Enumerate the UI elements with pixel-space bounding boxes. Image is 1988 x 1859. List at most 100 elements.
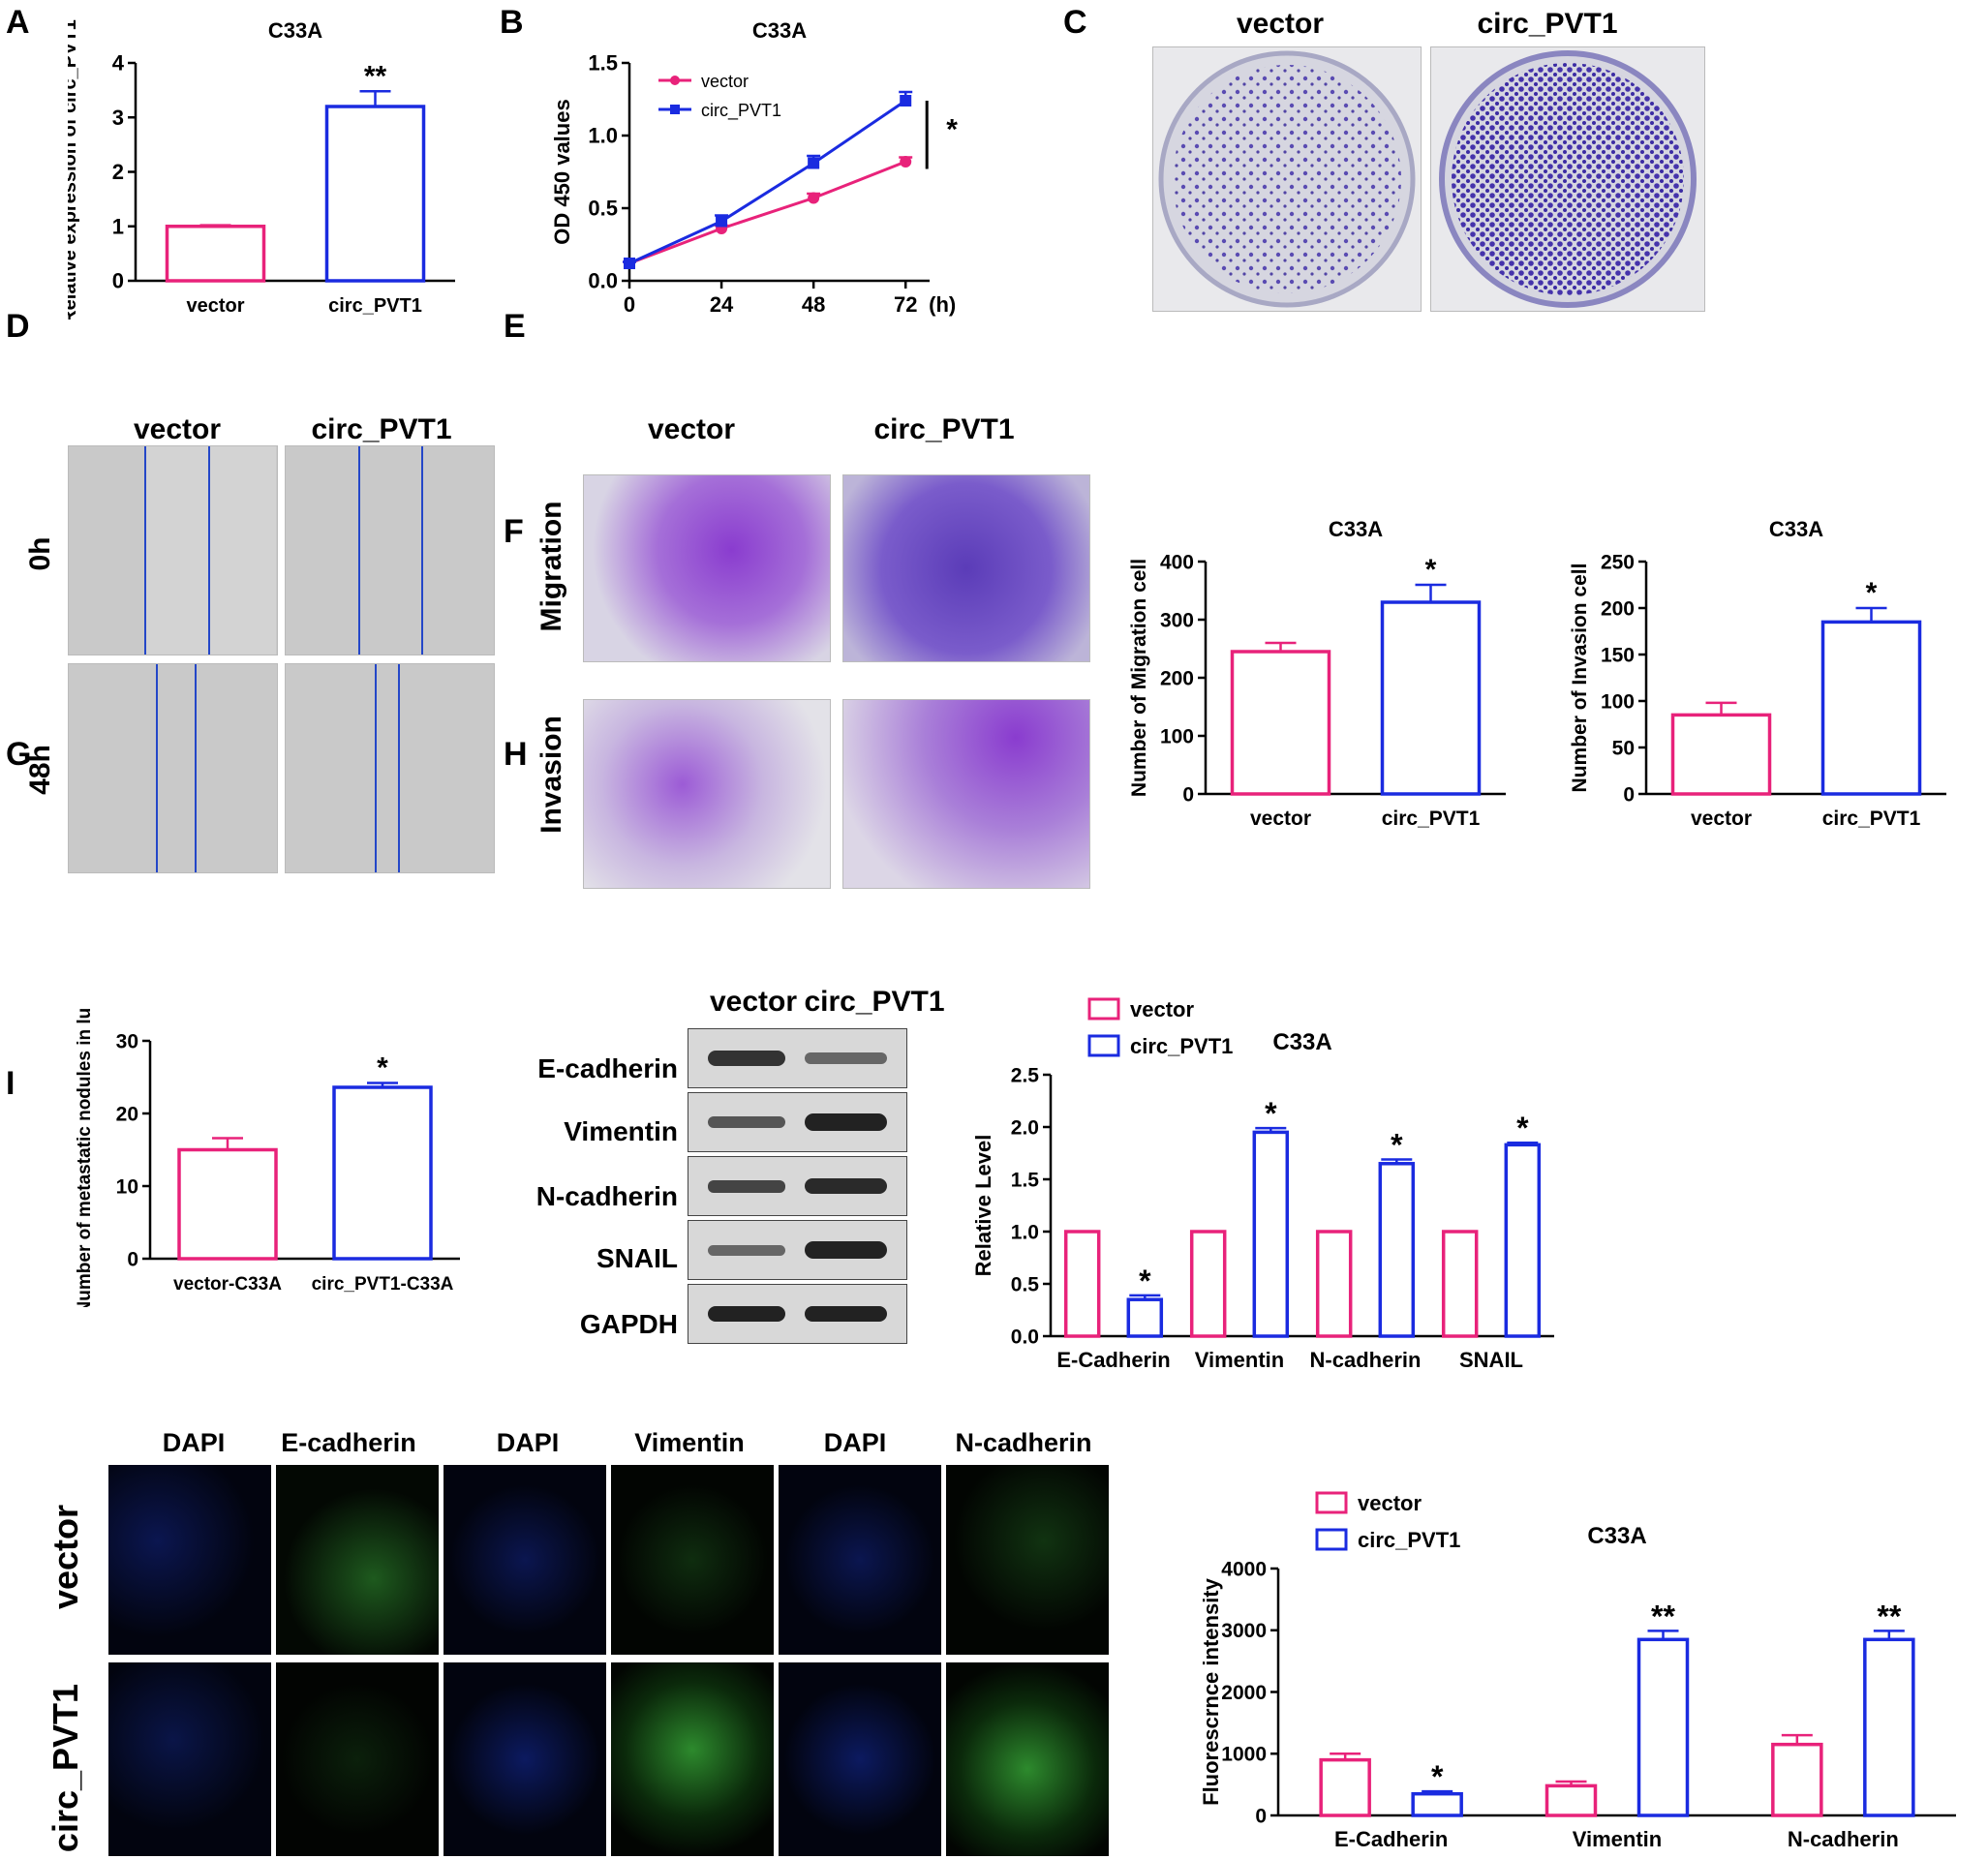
blot-label-snail: SNAIL — [596, 1243, 678, 1273]
legend-marker-circ_PVT1 — [670, 105, 680, 114]
y-tick-label: 1.5 — [588, 51, 618, 76]
wound-gap — [146, 446, 276, 655]
blot-strip-e-cadherin — [688, 1028, 907, 1088]
y-axis-label: Number of Migration cell — [1128, 559, 1150, 797]
panel-e-label-circ: circ_PVT1 — [873, 413, 1015, 445]
y-tick-label: 100 — [1160, 725, 1194, 747]
significance-mark: * — [1516, 1111, 1529, 1145]
panel-i-col-n-cadherin: N-cadherin — [955, 1428, 1092, 1457]
colony-plate-vector — [1152, 46, 1422, 312]
panel-i-col-e-cadherin: E-cadherin — [281, 1428, 416, 1457]
panel-i-col-vimentin: Vimentin — [634, 1428, 745, 1457]
colony-plate-circ — [1430, 46, 1705, 312]
panel-h-label-circ: circ_PVT1 — [804, 986, 945, 1018]
panel-letter-g: G — [6, 736, 32, 773]
if-circ-dapi-2 — [443, 1662, 606, 1856]
x-tick-label: SNAIL — [1459, 1348, 1523, 1372]
panel-d-row-48h: 48h — [24, 745, 56, 795]
y-tick-label: 2 — [112, 160, 124, 184]
x-tick-label: vector — [1250, 808, 1311, 830]
bar-vector-C33A — [177, 1147, 278, 1261]
wound-edge-line — [398, 664, 400, 872]
wound-edge-line — [156, 664, 158, 872]
y-axis-label: Number of Invasion cell — [1569, 564, 1591, 793]
transwell-migration-vector — [583, 474, 831, 662]
y-axis-label: Fluorescrnce intensity — [1199, 1577, 1223, 1806]
if-vector-vimentin — [611, 1465, 774, 1655]
chart-title: C33A — [268, 18, 322, 43]
bar-vector — [1670, 713, 1772, 796]
chart-title: C33A — [1769, 517, 1823, 541]
x-tick-label: Vimentin — [1573, 1827, 1663, 1851]
significance-mark: ** — [1877, 1599, 1901, 1633]
legend-label-vector: vector — [1358, 1491, 1422, 1515]
panel-h-label-vector: vector — [709, 986, 798, 1018]
y-tick-label: 300 — [1160, 609, 1194, 631]
blot-band — [805, 1306, 887, 1322]
chart-g-metastatic-nodules: 0 10 20 30 Number of metastatic nodules in l… — [75, 1007, 460, 1307]
blot-band — [805, 1241, 887, 1259]
x-tick-label: Vimentin — [1195, 1348, 1285, 1372]
legend-label-circ_PVT1: circ_PVT1 — [701, 101, 781, 121]
panel-letter-h: H — [504, 736, 528, 773]
y-tick-label: 4000 — [1221, 1558, 1267, 1580]
y-tick-label: 1000 — [1221, 1744, 1267, 1766]
y-tick-label: 0 — [127, 1248, 138, 1270]
panel-letter-d: D — [6, 308, 30, 345]
y-tick-label: 1.5 — [1011, 1169, 1040, 1191]
significance-mark: * — [1391, 1127, 1403, 1162]
panel-d-row-0h: 0h — [24, 536, 56, 571]
bar-vector — [1230, 650, 1331, 796]
y-tick-label: 0.5 — [588, 197, 618, 221]
y-tick-label: 100 — [1601, 690, 1635, 713]
panel-i-col-dapi-3: DAPI — [823, 1428, 887, 1457]
if-circ-dapi-3 — [779, 1662, 941, 1856]
wound-edge-line — [195, 664, 197, 872]
transwell-migration-circ — [842, 474, 1090, 662]
y-tick-label: 0 — [1182, 783, 1194, 806]
panel-letter-a: A — [6, 4, 30, 41]
if-vector-dapi-3 — [779, 1465, 941, 1655]
blot-label-e-cadherin: E-cadherin — [537, 1053, 678, 1083]
y-tick-label: 400 — [1160, 551, 1194, 573]
data-point-circ_PVT1 — [624, 258, 635, 269]
blot-label-vimentin: Vimentin — [564, 1116, 678, 1146]
panel-letter-c: C — [1063, 4, 1087, 41]
bar-circ_PVT1-E-Cadherin — [1126, 1297, 1164, 1338]
blot-band — [708, 1051, 785, 1066]
significance-mark: ** — [364, 60, 387, 92]
transwell-invasion-circ — [842, 699, 1090, 889]
y-tick-label: 0 — [1623, 783, 1635, 806]
x-tick-label: vector-C33A — [173, 1274, 282, 1295]
data-point-vector — [900, 156, 912, 168]
data-point-circ_PVT1 — [808, 157, 820, 169]
bar-circ_PVT1-Vimentin — [1636, 1637, 1690, 1817]
bar-circ_PVT1-N-cadherin — [1378, 1162, 1416, 1338]
blot-label-n-cadherin: N-cadherin — [535, 1181, 678, 1211]
data-point-circ_PVT1 — [716, 215, 728, 228]
legend-swatch-circ_PVT1 — [1087, 1034, 1120, 1057]
y-tick-label: 0 — [112, 269, 124, 293]
legend-label-circ_PVT1: circ_PVT1 — [1358, 1528, 1460, 1552]
panel-e-label-vector: vector — [647, 413, 736, 445]
wound-edge-line — [208, 446, 210, 655]
x-tick-label: 24 — [710, 292, 734, 317]
bar-vector-Vimentin — [1189, 1230, 1227, 1338]
bar-circ_PVT1-SNAIL — [1504, 1143, 1542, 1338]
blot-strip-vimentin — [688, 1092, 907, 1152]
significance-mark: * — [1866, 577, 1878, 609]
y-tick-label: 3 — [112, 106, 124, 130]
significance-mark: * — [1431, 1759, 1444, 1794]
bar-circ_PVT1 — [324, 105, 426, 283]
panel-e-row-migration: Migration — [535, 501, 567, 632]
x-tick-label: circ_PVT1 — [328, 295, 422, 317]
blot-band — [708, 1245, 785, 1256]
blot-band — [708, 1306, 785, 1322]
bar-vector-E-Cadherin — [1063, 1230, 1101, 1338]
if-vector-e-cadherin — [276, 1465, 439, 1655]
legend-swatch-vector — [1087, 997, 1120, 1021]
wound-edge-line — [375, 664, 377, 872]
significance-mark: * — [1265, 1096, 1277, 1131]
blot-band — [805, 1178, 887, 1194]
